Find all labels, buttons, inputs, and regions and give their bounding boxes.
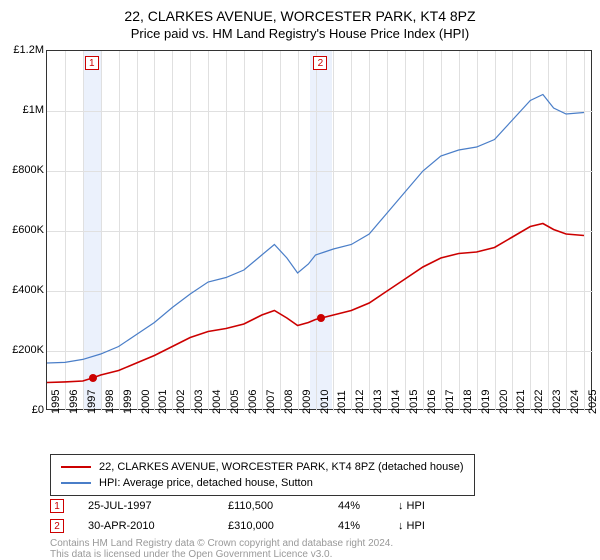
transaction-price: £110,500 (228, 500, 338, 512)
x-axis-tick-label: 2002 (175, 390, 187, 414)
sale-marker-dot (317, 314, 325, 322)
transaction-date: 25-JUL-1997 (88, 500, 228, 512)
x-axis-tick-label: 2025 (587, 390, 599, 414)
x-axis-tick-label: 2003 (193, 390, 205, 414)
y-axis-tick-label: £0 (4, 404, 44, 416)
legend: 22, CLARKES AVENUE, WORCESTER PARK, KT4 … (50, 454, 475, 496)
footer-attribution: Contains HM Land Registry data © Crown c… (50, 538, 580, 560)
plot-area (46, 50, 592, 410)
x-axis-tick-label: 2009 (301, 390, 313, 414)
transactions-table: 1 25-JUL-1997£110,50044%↓ HPI 2 30-APR-2010… (50, 496, 458, 536)
x-axis-tick-label: 2022 (533, 390, 545, 414)
sale-marker-dot (89, 374, 97, 382)
transaction-pct: 41% (338, 520, 398, 532)
x-axis-tick-label: 2015 (408, 390, 420, 414)
x-axis-tick-label: 2019 (480, 390, 492, 414)
x-axis-tick-label: 1995 (50, 390, 62, 414)
x-axis-tick-label: 2008 (283, 390, 295, 414)
x-axis-tick-label: 2020 (498, 390, 510, 414)
x-axis-tick-label: 2018 (462, 390, 474, 414)
x-axis-tick-label: 1998 (104, 390, 116, 414)
x-axis-tick-label: 2006 (247, 390, 259, 414)
chart-container: 22, CLARKES AVENUE, WORCESTER PARK, KT4 … (0, 0, 600, 560)
x-axis-tick-label: 2017 (444, 390, 456, 414)
transaction-marker-1: 1 (85, 56, 99, 70)
transaction-row: 2 30-APR-2010£310,00041%↓ HPI (50, 516, 458, 536)
y-axis-tick-label: £1M (4, 104, 44, 116)
y-axis-tick-label: £600K (4, 224, 44, 236)
x-axis-tick-label: 2010 (319, 390, 331, 414)
chart-title: 22, CLARKES AVENUE, WORCESTER PARK, KT4 … (0, 0, 600, 24)
transaction-row: 1 25-JUL-1997£110,50044%↓ HPI (50, 496, 458, 516)
x-axis-tick-label: 2005 (229, 390, 241, 414)
transaction-arrow: ↓ HPI (398, 520, 458, 532)
transaction-arrow: ↓ HPI (398, 500, 458, 512)
transaction-price: £310,000 (228, 520, 338, 532)
legend-item: HPI: Average price, detached house, Sutt… (61, 475, 464, 491)
series-line-price_paid (47, 224, 584, 383)
x-axis-tick-label: 2000 (140, 390, 152, 414)
x-axis-tick-label: 1999 (122, 390, 134, 414)
x-axis-tick-label: 1997 (86, 390, 98, 414)
transaction-date: 30-APR-2010 (88, 520, 228, 532)
x-axis-tick-label: 2023 (551, 390, 563, 414)
x-axis-tick-label: 2004 (211, 390, 223, 414)
x-axis-tick-label: 2012 (354, 390, 366, 414)
legend-item: 22, CLARKES AVENUE, WORCESTER PARK, KT4 … (61, 459, 464, 475)
y-axis-tick-label: £400K (4, 284, 44, 296)
y-axis-tick-label: £1.2M (4, 44, 44, 56)
x-axis-tick-label: 2011 (336, 390, 348, 414)
chart-subtitle: Price paid vs. HM Land Registry's House … (0, 24, 600, 45)
transaction-marker-2: 2 (313, 56, 327, 70)
footer-line-2: This data is licensed under the Open Gov… (50, 549, 580, 560)
x-axis-tick-label: 2013 (372, 390, 384, 414)
legend-label: 22, CLARKES AVENUE, WORCESTER PARK, KT4 … (99, 461, 464, 473)
series-svg (47, 51, 593, 411)
y-axis-tick-label: £200K (4, 344, 44, 356)
x-axis-tick-label: 2024 (569, 390, 581, 414)
x-axis-tick-label: 2007 (265, 390, 277, 414)
x-axis-tick-label: 2016 (426, 390, 438, 414)
legend-swatch (61, 466, 91, 468)
footer-line-1: Contains HM Land Registry data © Crown c… (50, 538, 580, 549)
transaction-pct: 44% (338, 500, 398, 512)
x-axis-tick-label: 1996 (68, 390, 80, 414)
series-line-hpi (47, 95, 584, 364)
x-axis-tick-label: 2014 (390, 390, 402, 414)
x-axis-tick-label: 2001 (157, 390, 169, 414)
x-axis-tick-label: 2021 (515, 390, 527, 414)
transaction-row-marker: 1 (50, 499, 64, 513)
legend-label: HPI: Average price, detached house, Sutt… (99, 477, 313, 489)
legend-swatch (61, 482, 91, 484)
transaction-row-marker: 2 (50, 519, 64, 533)
y-axis-tick-label: £800K (4, 164, 44, 176)
